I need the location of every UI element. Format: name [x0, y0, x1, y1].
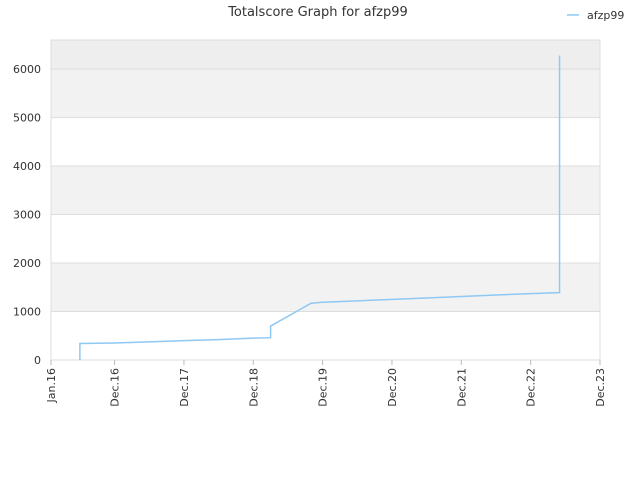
band — [51, 69, 600, 118]
y-tick-label: 3000 — [13, 209, 41, 222]
chart-title: Totalscore Graph for afzp99 — [227, 5, 408, 20]
band — [51, 263, 600, 312]
x-tick-label: Dec.18 — [247, 368, 260, 407]
y-tick-label: 5000 — [13, 112, 41, 125]
band — [51, 214, 600, 264]
band — [51, 117, 600, 167]
y-tick-label: 4000 — [13, 160, 41, 173]
x-tick-label: Dec.20 — [386, 368, 399, 407]
x-tick-label: Dec.22 — [525, 368, 538, 407]
y-tick-label: 1000 — [13, 306, 41, 319]
x-tick-label: Jan.16 — [45, 368, 58, 403]
x-tick-label: Dec.23 — [594, 368, 607, 407]
y-tick-label: 0 — [34, 354, 41, 367]
legend-label: afzp99 — [587, 9, 624, 22]
line — [79, 55, 561, 360]
y-tick-label: 6000 — [13, 63, 41, 76]
plot-border — [50, 39, 601, 361]
band — [51, 311, 600, 360]
band — [51, 166, 600, 215]
x-tick-label: Dec.17 — [178, 368, 191, 407]
x-tick-label: Dec.16 — [109, 368, 122, 407]
x-tick-label: Dec.21 — [455, 368, 468, 407]
x-tick-label: Dec.19 — [317, 368, 330, 407]
y-tick-label: 2000 — [13, 257, 41, 270]
